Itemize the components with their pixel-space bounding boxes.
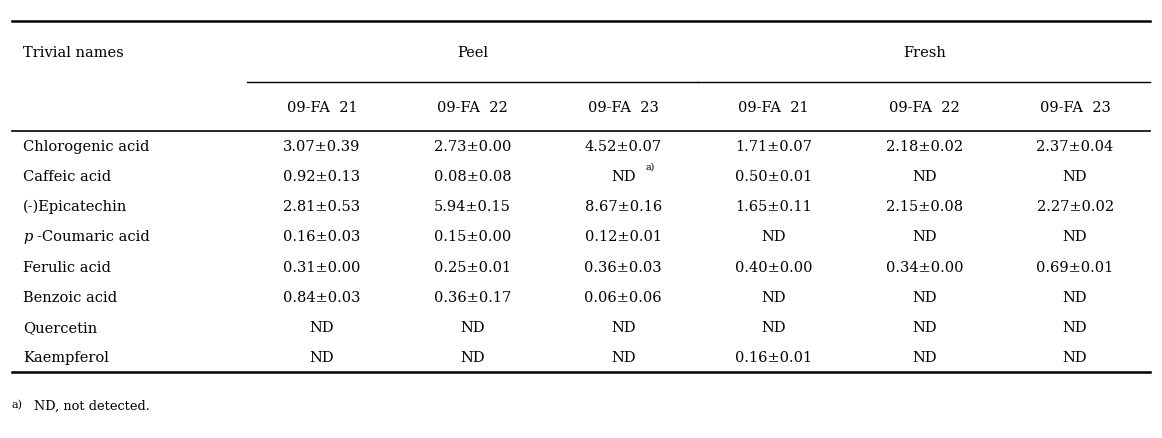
Text: 1.65±0.11: 1.65±0.11	[736, 200, 812, 214]
Text: Trivial names: Trivial names	[23, 46, 124, 60]
Text: 8.67±0.16: 8.67±0.16	[584, 200, 662, 214]
Text: 3.07±0.39: 3.07±0.39	[284, 139, 360, 153]
Text: 0.25±0.01: 0.25±0.01	[433, 260, 511, 274]
Text: Quercetin: Quercetin	[23, 320, 98, 334]
Text: ND: ND	[460, 350, 485, 364]
Text: ND: ND	[1063, 170, 1088, 184]
Text: 0.06±0.06: 0.06±0.06	[584, 290, 662, 304]
Text: 09-FA  22: 09-FA 22	[889, 100, 960, 114]
Text: 0.84±0.03: 0.84±0.03	[284, 290, 360, 304]
Text: 4.52±0.07: 4.52±0.07	[584, 139, 661, 153]
Text: 0.15±0.00: 0.15±0.00	[433, 230, 511, 244]
Text: 2.73±0.00: 2.73±0.00	[433, 139, 511, 153]
Text: ND: ND	[611, 170, 636, 184]
Text: 2.81±0.53: 2.81±0.53	[284, 200, 360, 214]
Text: a): a)	[645, 162, 654, 171]
Text: Benzoic acid: Benzoic acid	[23, 290, 117, 304]
Text: 0.69±0.01: 0.69±0.01	[1037, 260, 1113, 274]
Text: a): a)	[12, 399, 22, 409]
Text: 09-FA  23: 09-FA 23	[1040, 100, 1111, 114]
Text: 0.92±0.13: 0.92±0.13	[284, 170, 360, 184]
Text: ND: ND	[611, 320, 636, 334]
Text: Chlorogenic acid: Chlorogenic acid	[23, 139, 150, 153]
Text: 0.08±0.08: 0.08±0.08	[433, 170, 511, 184]
Text: ND: ND	[1063, 230, 1088, 244]
Text: Fresh: Fresh	[903, 46, 946, 60]
Text: 2.37±0.04: 2.37±0.04	[1037, 139, 1113, 153]
Text: ND: ND	[309, 320, 335, 334]
Text: ND: ND	[761, 320, 787, 334]
Text: 0.36±0.03: 0.36±0.03	[584, 260, 662, 274]
Text: 09-FA  23: 09-FA 23	[588, 100, 659, 114]
Text: 2.15±0.08: 2.15±0.08	[885, 200, 963, 214]
Text: ND: ND	[1063, 320, 1088, 334]
Text: 0.16±0.01: 0.16±0.01	[736, 350, 812, 364]
Text: ND: ND	[912, 350, 937, 364]
Text: 0.16±0.03: 0.16±0.03	[284, 230, 360, 244]
Text: ND, not detected.: ND, not detected.	[34, 399, 150, 412]
Text: ND: ND	[460, 320, 485, 334]
Text: 0.36±0.17: 0.36±0.17	[433, 290, 511, 304]
Text: ND: ND	[912, 230, 937, 244]
Text: ND: ND	[611, 350, 636, 364]
Text: ND: ND	[912, 290, 937, 304]
Text: p: p	[23, 230, 33, 244]
Text: 0.50±0.01: 0.50±0.01	[736, 170, 812, 184]
Text: 1.71±0.07: 1.71±0.07	[736, 139, 812, 153]
Text: 0.12±0.01: 0.12±0.01	[584, 230, 661, 244]
Text: Peel: Peel	[457, 46, 488, 60]
Text: Caffeic acid: Caffeic acid	[23, 170, 112, 184]
Text: 09-FA  22: 09-FA 22	[437, 100, 508, 114]
Text: 09-FA  21: 09-FA 21	[287, 100, 357, 114]
Text: 0.31±0.00: 0.31±0.00	[284, 260, 360, 274]
Text: (-)Epicatechin: (-)Epicatechin	[23, 199, 128, 214]
Text: Kaempferol: Kaempferol	[23, 350, 109, 364]
Text: ND: ND	[1063, 290, 1088, 304]
Text: ND: ND	[761, 290, 787, 304]
Text: 0.34±0.00: 0.34±0.00	[885, 260, 963, 274]
Text: 0.40±0.00: 0.40±0.00	[736, 260, 812, 274]
Text: ND: ND	[309, 350, 335, 364]
Text: Ferulic acid: Ferulic acid	[23, 260, 112, 274]
Text: ND: ND	[912, 320, 937, 334]
Text: ND: ND	[1063, 350, 1088, 364]
Text: ND: ND	[912, 170, 937, 184]
Text: 2.18±0.02: 2.18±0.02	[885, 139, 963, 153]
Text: -Coumaric acid: -Coumaric acid	[37, 230, 150, 244]
Text: 5.94±0.15: 5.94±0.15	[435, 200, 511, 214]
Text: 2.27±0.02: 2.27±0.02	[1037, 200, 1113, 214]
Text: 09-FA  21: 09-FA 21	[739, 100, 809, 114]
Text: ND: ND	[761, 230, 787, 244]
